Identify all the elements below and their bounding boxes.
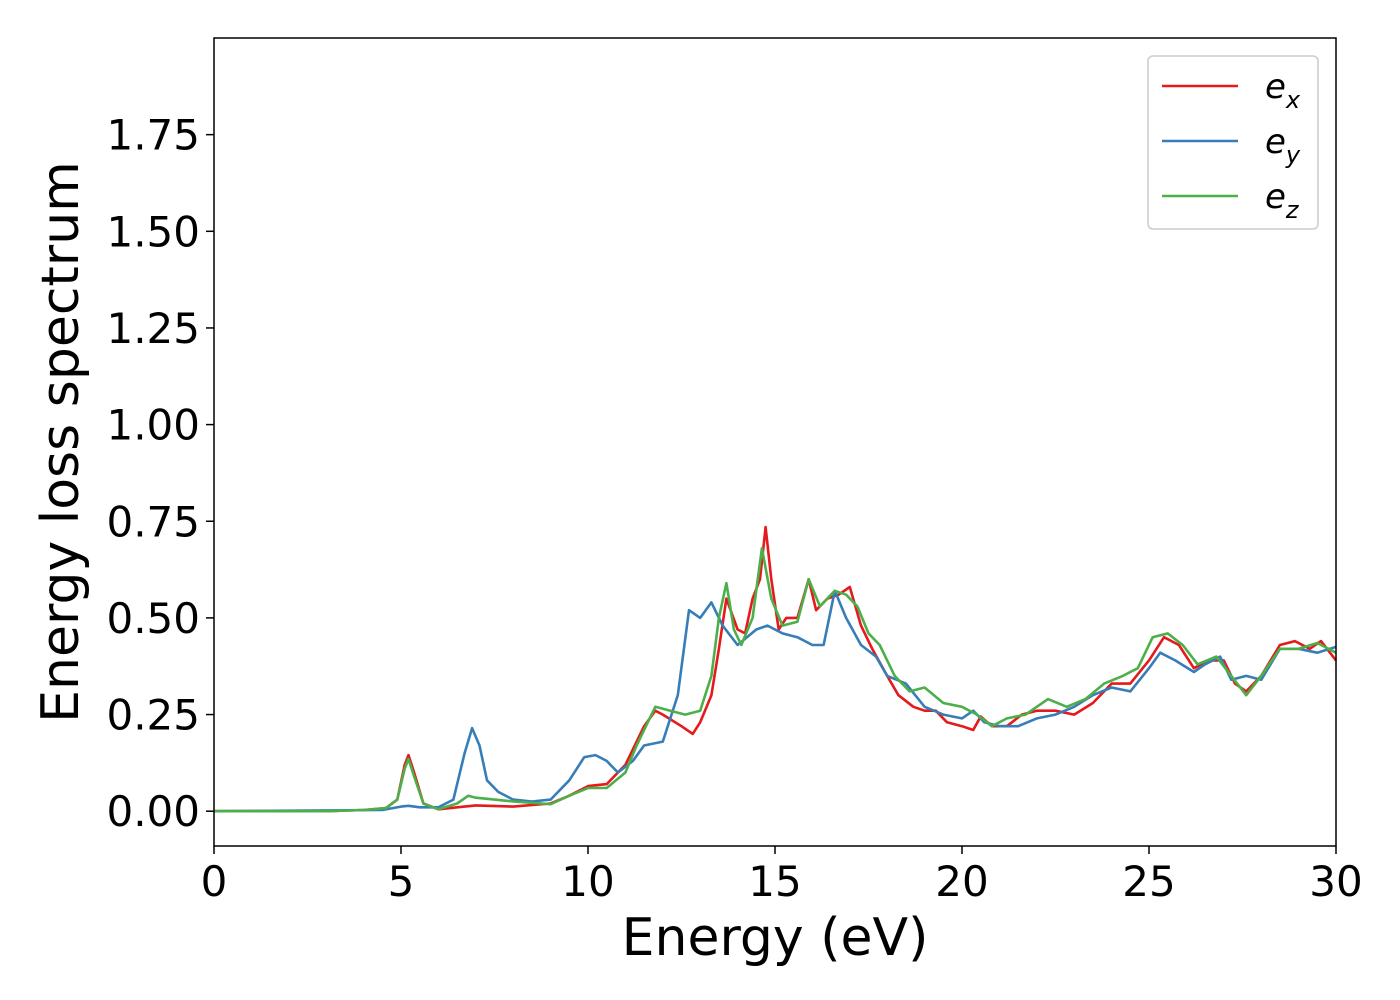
legend-label-ey: ey (1265, 122, 1301, 169)
x-tick-label: 30 (1309, 857, 1362, 906)
legend-label-base: e (1265, 67, 1286, 107)
y-tick-label: 1.25 (106, 304, 200, 353)
x-tick-label: 10 (561, 857, 614, 906)
legend-label-base: e (1265, 122, 1286, 162)
y-tick-label: 0.00 (106, 787, 200, 836)
legend-label-subscript: z (1285, 196, 1300, 224)
legend-label-base: e (1265, 177, 1286, 217)
y-tick-label: 0.25 (106, 691, 200, 740)
y-axis-ticks: 0.00 0.25 0.50 0.75 1.00 1.25 1.50 1.75 (106, 111, 214, 836)
x-tick-label: 15 (748, 857, 801, 906)
legend-label-ez: ez (1265, 177, 1300, 224)
x-axis-ticks: 0 5 10 15 20 25 30 (201, 846, 1363, 906)
x-tick-label: 5 (388, 857, 415, 906)
y-tick-label: 0.50 (106, 594, 200, 643)
y-tick-label: 0.75 (106, 497, 200, 546)
series-line-ex (214, 525, 1338, 813)
y-axis-label: Energy loss spectrum (31, 161, 91, 723)
series-line-ez (214, 547, 1337, 813)
x-tick-label: 20 (935, 857, 988, 906)
x-axis-label: Energy (eV) (622, 908, 929, 968)
legend-label-subscript: x (1285, 86, 1301, 114)
x-tick-label: 25 (1122, 857, 1175, 906)
legend-label-ex: ex (1265, 67, 1301, 114)
y-tick-label: 1.50 (106, 207, 200, 256)
series-layer (213, 525, 1338, 813)
x-tick-label: 0 (201, 857, 228, 906)
legend-label-subscript: y (1285, 141, 1301, 169)
legend-box (1147, 55, 1319, 230)
series-line-ey (213, 589, 1337, 813)
y-tick-label: 1.00 (106, 401, 200, 450)
y-tick-label: 1.75 (106, 111, 200, 160)
